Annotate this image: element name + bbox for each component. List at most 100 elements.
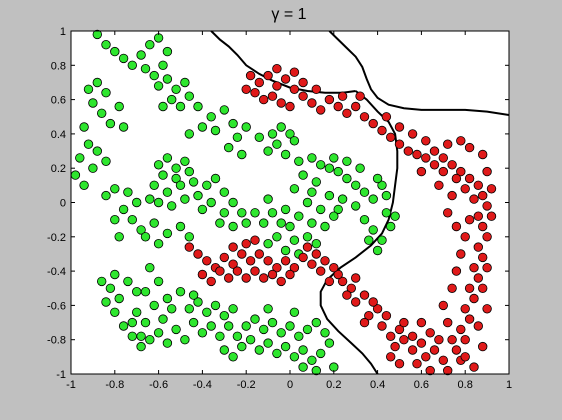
green-point xyxy=(136,50,146,60)
green-point xyxy=(114,293,124,304)
red-point xyxy=(438,166,449,177)
red-point xyxy=(429,160,440,170)
green-point xyxy=(162,153,173,163)
red-point xyxy=(289,84,300,95)
green-point xyxy=(307,187,317,197)
green-point xyxy=(228,221,238,232)
green-point xyxy=(289,184,300,194)
red-point xyxy=(394,324,405,335)
green-point xyxy=(316,160,326,170)
green-point xyxy=(88,98,98,108)
green-point xyxy=(105,118,116,129)
green-point xyxy=(127,214,138,225)
red-point xyxy=(337,276,348,287)
green-point xyxy=(96,276,107,287)
green-point xyxy=(149,180,159,191)
red-point xyxy=(241,84,251,95)
green-point xyxy=(272,348,282,359)
green-point xyxy=(215,331,225,342)
red-point xyxy=(460,184,470,194)
red-point xyxy=(298,252,308,263)
green-point xyxy=(390,211,400,221)
x-tick-label: -0.4 xyxy=(193,379,212,391)
red-point xyxy=(324,276,335,287)
green-point xyxy=(101,156,111,167)
green-point xyxy=(381,208,392,218)
green-point xyxy=(241,218,251,228)
green-point xyxy=(110,307,120,318)
green-point xyxy=(294,211,304,221)
green-point xyxy=(92,77,103,88)
red-point xyxy=(438,300,449,311)
green-point xyxy=(127,331,138,342)
green-point xyxy=(280,149,291,160)
green-point xyxy=(219,311,230,321)
red-point xyxy=(429,146,440,156)
red-point xyxy=(464,314,475,324)
green-point xyxy=(83,139,94,149)
green-point xyxy=(149,218,159,228)
green-point xyxy=(228,118,238,129)
red-point xyxy=(469,263,479,273)
red-point xyxy=(473,273,484,283)
red-point xyxy=(259,273,269,283)
red-point xyxy=(302,242,313,252)
green-point xyxy=(254,345,264,355)
green-point xyxy=(114,101,124,112)
red-point xyxy=(267,269,278,280)
green-point xyxy=(294,156,304,167)
red-point xyxy=(298,77,308,88)
red-point xyxy=(447,190,457,201)
red-point xyxy=(351,297,361,307)
scatter-points xyxy=(70,29,497,376)
green-point xyxy=(123,187,133,197)
red-point xyxy=(456,166,466,177)
red-point xyxy=(228,259,238,269)
green-point xyxy=(166,304,177,314)
green-point xyxy=(180,77,190,88)
green-point xyxy=(88,163,98,173)
red-point xyxy=(473,321,484,331)
green-point xyxy=(193,101,203,112)
green-point xyxy=(145,40,155,50)
green-point xyxy=(118,122,129,132)
green-point xyxy=(267,317,278,328)
green-point xyxy=(118,204,129,215)
green-point xyxy=(228,304,238,314)
red-point xyxy=(464,173,475,184)
green-point xyxy=(131,197,142,208)
red-point xyxy=(245,256,256,266)
green-point xyxy=(223,142,234,153)
green-point xyxy=(329,211,339,221)
green-point xyxy=(96,108,107,119)
red-point xyxy=(202,256,212,266)
red-point xyxy=(359,317,370,328)
green-point xyxy=(263,238,273,249)
red-point xyxy=(298,91,308,101)
green-point xyxy=(158,170,168,180)
green-point xyxy=(219,208,230,218)
green-point xyxy=(162,74,173,84)
green-point xyxy=(158,101,168,112)
green-point xyxy=(145,335,155,345)
red-point xyxy=(197,269,208,280)
green-point xyxy=(228,197,238,208)
green-point xyxy=(175,180,186,191)
green-point xyxy=(197,328,208,338)
y-tick-label: 0.8 xyxy=(51,60,66,72)
green-point xyxy=(223,321,234,331)
green-point xyxy=(175,287,186,297)
green-point xyxy=(101,297,111,307)
red-point xyxy=(407,129,418,139)
red-point xyxy=(399,335,409,345)
red-point xyxy=(386,331,396,342)
red-point xyxy=(460,335,470,345)
red-point xyxy=(456,136,466,146)
red-point xyxy=(390,341,400,352)
green-point xyxy=(250,314,260,324)
red-point xyxy=(478,149,488,160)
red-point xyxy=(473,242,484,252)
green-point xyxy=(228,352,238,362)
decision-boundary-2 xyxy=(328,30,510,116)
red-point xyxy=(482,201,492,211)
